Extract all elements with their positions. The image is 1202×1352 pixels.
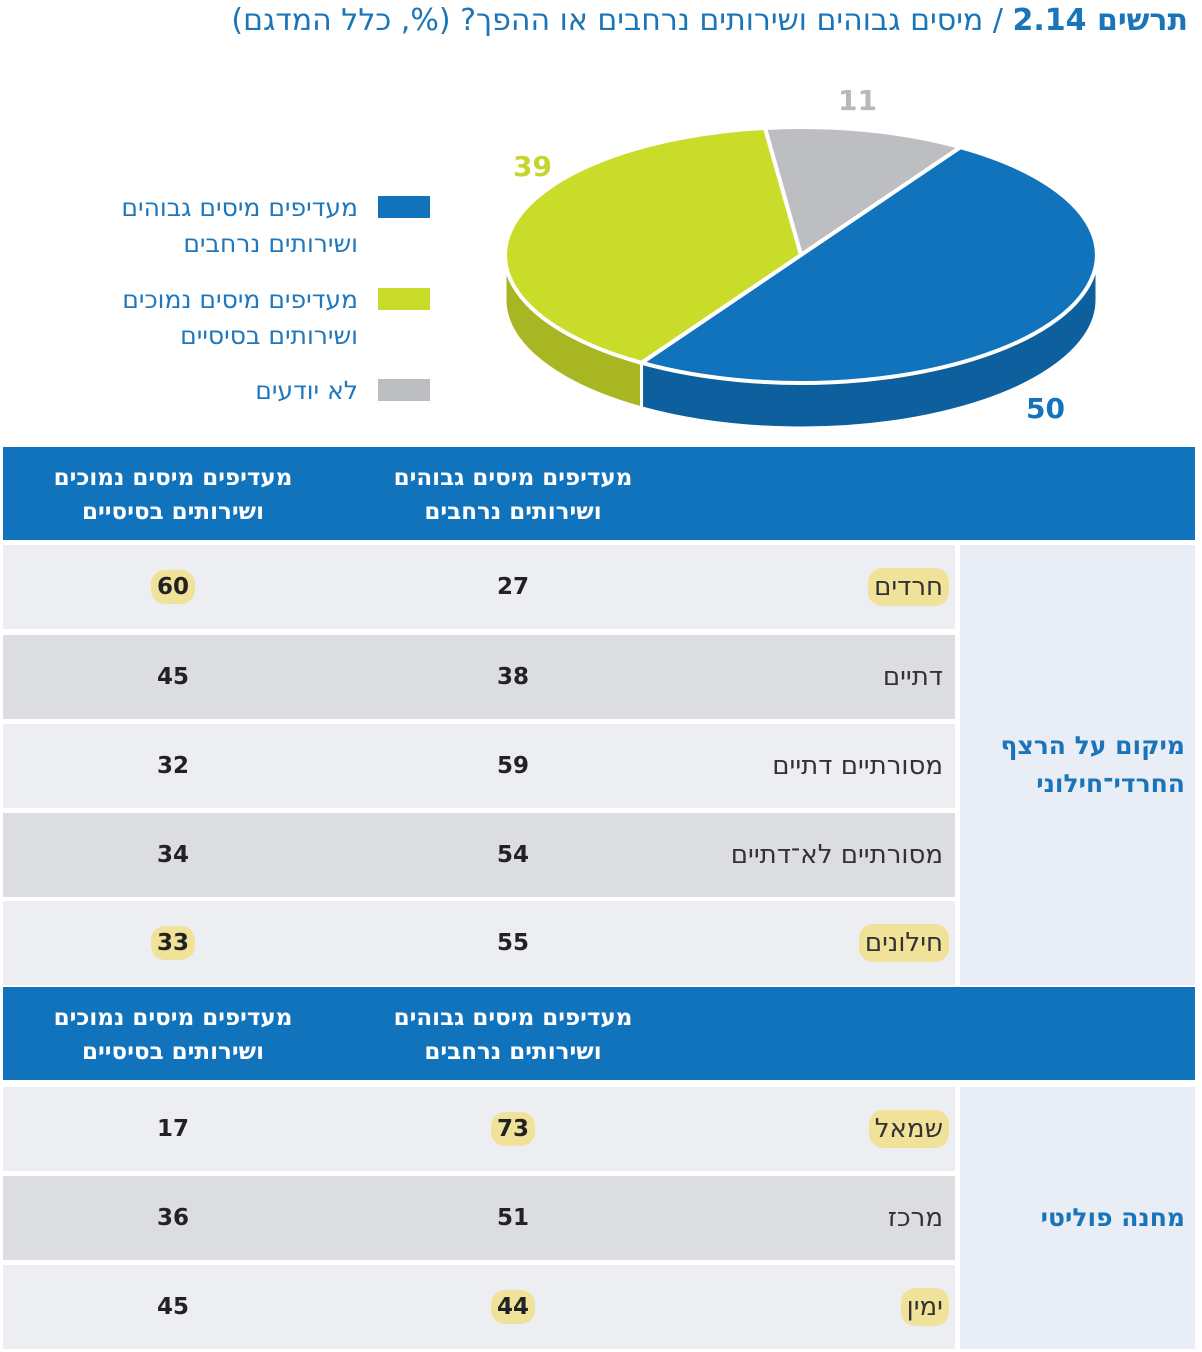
header-low-taxes: מעדיפים מיסים נמוכים ושירותים בסיסיים [3,1001,343,1069]
pie-label-high-taxes: 50 [1026,392,1065,425]
header-line: מעדיפים מיסים גבוהים [393,465,633,491]
value-low-taxes: 17 [156,1116,189,1142]
value-high-taxes: 55 [496,930,529,956]
table-row: מסורתיים דתיים 59 32 [3,724,955,808]
row-label: מסורתיים דתיים [766,724,949,808]
header-line: ושירותים נרחבים [424,1039,602,1065]
legend-label: מעדיפים מיסים גבוהים [121,193,358,222]
legend-item-high-taxes: מעדיפים מיסים גבוהים ושירותים נרחבים [121,190,430,262]
header-line: מעדיפים מיסים גבוהים [393,1005,633,1031]
pie-chart [503,125,1099,430]
cell-low-taxes: 45 [3,1265,343,1349]
pie-label-dont-know: 11 [838,84,877,117]
header-line: ושירותים בסיסיים [82,499,264,525]
table-header: מעדיפים מיסים גבוהים ושירותים נרחבים מעדיפ… [3,447,1195,540]
row-label-text: מרכז [887,1203,943,1233]
legend-swatch-gray [378,379,430,401]
row-label-text: חרדים [868,568,949,606]
cell-high-taxes: 73 [343,1087,683,1171]
value-high-taxes: 44 [490,1290,535,1324]
section-label-line: מיקום על הרצף [1000,731,1185,760]
row-label-text: ימין [900,1288,949,1326]
value-low-taxes: 32 [156,753,189,779]
cell-low-taxes: 34 [3,813,343,897]
section-label-text: מחנה פוליטי [1041,1199,1195,1237]
value-high-taxes: 27 [496,574,529,600]
value-low-taxes: 34 [156,842,189,868]
section-label-line: החרדי־חילוני [1036,769,1185,798]
row-label: מסורתיים לא־דתיים [725,813,949,897]
value-high-taxes: 73 [490,1112,535,1146]
chart-title-text: / מיסים גבוהים ושירותים נרחבים או ההפך? … [231,3,1013,38]
cell-low-taxes: 33 [3,901,343,985]
cell-low-taxes: 17 [3,1087,343,1171]
value-low-taxes: 36 [156,1205,189,1231]
header-high-taxes: מעדיפים מיסים גבוהים ושירותים נרחבים [343,461,683,529]
pie-label-low-taxes: 39 [513,150,552,183]
cell-high-taxes: 27 [343,545,683,629]
legend-swatch-blue [378,196,430,218]
legend-label: ושירותים נרחבים [183,229,358,258]
row-label: מרכז [882,1176,949,1260]
header-line: ושירותים בסיסיים [82,1039,264,1065]
cell-low-taxes: 45 [3,635,343,719]
cell-low-taxes: 32 [3,724,343,808]
cell-low-taxes: 60 [3,545,343,629]
legend-label: לא יודעים [255,376,358,405]
section-label-text: מיקום על הרצף החרדי־חילוני [1001,727,1195,803]
value-high-taxes: 38 [496,664,529,690]
row-label-text: מסורתיים לא־דתיים [730,840,943,870]
section-label-line: מחנה פוליטי [1040,1203,1185,1232]
chart-number: תרשים 2.14 [1012,3,1188,38]
legend-label: ושירותים בסיסיים [180,321,358,350]
pie-slice-2 [503,125,804,366]
row-label: ימין [900,1265,949,1349]
cell-high-taxes: 38 [343,635,683,719]
table-row: דתיים 38 45 [3,635,955,719]
header-line: מעדיפים מיסים נמוכים [53,465,293,491]
section-label: מחנה פוליטי [960,1087,1195,1349]
chart-title: תרשים 2.14 / מיסים גבוהים ושירותים נרחבי… [231,0,1188,42]
cell-high-taxes: 44 [343,1265,683,1349]
cell-high-taxes: 55 [343,901,683,985]
value-high-taxes: 59 [496,753,529,779]
table-header: מעדיפים מיסים גבוהים ושירותים נרחבים מעדיפ… [3,987,1195,1080]
table-row: מרכז 51 36 [3,1176,955,1260]
legend-item-dont-know: לא יודעים [255,373,430,409]
row-label-text: מסורתיים דתיים [772,751,943,781]
value-low-taxes: 33 [150,926,195,960]
table-row: חילונים 55 33 [3,901,955,985]
value-low-taxes: 60 [150,570,195,604]
legend-swatch-green [378,288,430,310]
row-label: שמאל [868,1087,949,1171]
row-label-text: דתיים [882,662,943,692]
header-line: מעדיפים מיסים נמוכים [53,1005,293,1031]
header-low-taxes: מעדיפים מיסים נמוכים ושירותים בסיסיים [3,461,343,529]
section-label: מיקום על הרצף החרדי־חילוני [960,545,1195,985]
table-row: ימין 44 45 [3,1265,955,1349]
cell-high-taxes: 54 [343,813,683,897]
value-low-taxes: 45 [156,664,189,690]
row-label: חילונים [858,901,949,985]
legend-label: מעדיפים מיסים נמוכים [122,285,358,314]
value-high-taxes: 51 [496,1205,529,1231]
legend-item-low-taxes: מעדיפים מיסים נמוכים ושירותים בסיסיים [122,282,430,354]
row-label-text: שמאל [868,1110,949,1148]
header-line: ושירותים נרחבים [424,499,602,525]
cell-high-taxes: 51 [343,1176,683,1260]
pie-slice-1 [636,144,1099,385]
value-low-taxes: 45 [156,1294,189,1320]
table-row: חרדים 27 60 [3,545,955,629]
row-label: חרדים [868,545,949,629]
table-row: מסורתיים לא־דתיים 54 34 [3,813,955,897]
table-row: שמאל 73 17 [3,1087,955,1171]
cell-low-taxes: 36 [3,1176,343,1260]
value-high-taxes: 54 [496,842,529,868]
row-label: דתיים [877,635,949,719]
row-label-text: חילונים [858,924,949,962]
header-high-taxes: מעדיפים מיסים גבוהים ושירותים נרחבים [343,1001,683,1069]
pie-slice-0 [762,125,966,259]
cell-high-taxes: 59 [343,724,683,808]
